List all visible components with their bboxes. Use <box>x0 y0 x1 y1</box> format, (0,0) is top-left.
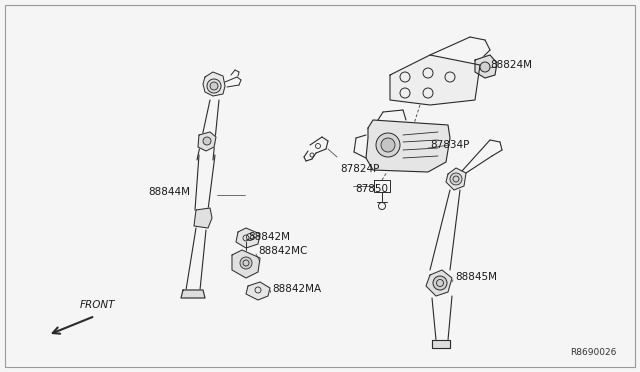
Polygon shape <box>475 55 497 78</box>
Circle shape <box>480 62 490 72</box>
Circle shape <box>381 138 395 152</box>
Text: R8690026: R8690026 <box>570 348 616 357</box>
Polygon shape <box>232 250 260 278</box>
Text: 87834P: 87834P <box>430 140 469 150</box>
Text: 87824P: 87824P <box>340 164 380 174</box>
Text: 88842M: 88842M <box>248 232 290 242</box>
Polygon shape <box>446 168 466 190</box>
Polygon shape <box>194 208 212 228</box>
Polygon shape <box>432 340 450 348</box>
Circle shape <box>207 79 221 93</box>
Circle shape <box>240 257 252 269</box>
Polygon shape <box>203 72 225 96</box>
Circle shape <box>433 276 447 290</box>
Polygon shape <box>366 120 450 172</box>
Circle shape <box>210 82 218 90</box>
Polygon shape <box>246 282 270 300</box>
Text: FRONT: FRONT <box>80 300 115 310</box>
Text: 88844M: 88844M <box>148 187 190 197</box>
Polygon shape <box>198 132 216 151</box>
Text: 88842MA: 88842MA <box>272 284 321 294</box>
Circle shape <box>203 137 211 145</box>
Text: 87850: 87850 <box>355 184 388 194</box>
Polygon shape <box>181 290 205 298</box>
Polygon shape <box>390 55 480 105</box>
Text: 88824M: 88824M <box>490 60 532 70</box>
Text: 88845M: 88845M <box>455 272 497 282</box>
Circle shape <box>376 133 400 157</box>
Polygon shape <box>236 228 260 248</box>
Polygon shape <box>426 270 452 296</box>
Circle shape <box>450 173 462 185</box>
Text: 88842MC: 88842MC <box>258 246 307 256</box>
